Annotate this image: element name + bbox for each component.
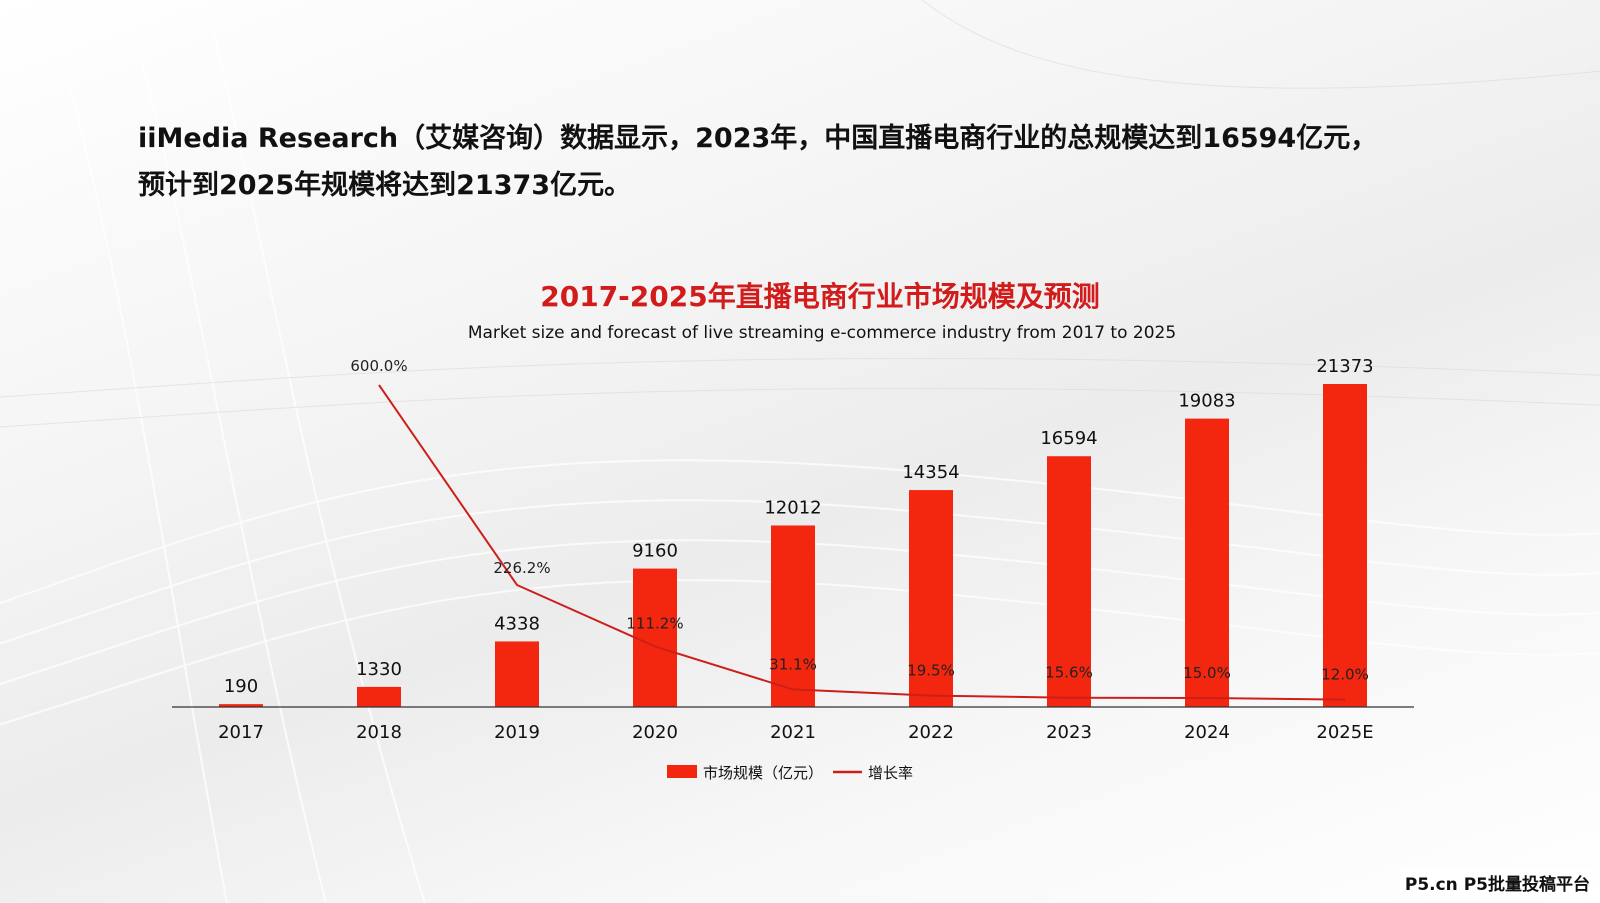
- growth-rate-label-2018: 600.0%: [350, 357, 407, 375]
- bar-2019: [495, 641, 539, 707]
- x-tick-label-2017: 2017: [218, 722, 264, 743]
- growth-rate-label-2019: 226.2%: [493, 559, 550, 577]
- growth-rate-label-2022: 19.5%: [907, 662, 955, 680]
- x-tick-label-2021: 2021: [770, 722, 816, 743]
- intro-line-1: iiMedia Research（艾媒咨询）数据显示，2023年，中国直播电商行…: [138, 123, 1378, 154]
- bar-2023: [1047, 456, 1091, 707]
- x-tick-label-2024: 2024: [1184, 722, 1230, 743]
- chart-title: 2017-2025年直播电商行业市场规模及预测: [540, 280, 1099, 313]
- bar-value-label-2025E: 21373: [1316, 356, 1373, 377]
- bar-2024: [1185, 418, 1229, 707]
- bar-value-label-2022: 14354: [902, 462, 959, 483]
- bar-2020: [633, 568, 677, 707]
- intro-text: iiMedia Research（艾媒咨询）数据显示，2023年，中国直播电商行…: [138, 115, 1468, 209]
- growth-rate-label-2025E: 12.0%: [1321, 666, 1369, 684]
- bar-value-label-2021: 12012: [764, 497, 821, 518]
- growth-rate-label-2024: 15.0%: [1183, 664, 1231, 682]
- x-tick-label-2022: 2022: [908, 722, 954, 743]
- bar-value-label-2017: 190: [224, 676, 258, 697]
- bar-value-label-2020: 9160: [632, 541, 678, 562]
- bar-2025E: [1323, 384, 1367, 707]
- bar-2021: [771, 525, 815, 707]
- growth-rate-label-2020: 111.2%: [626, 615, 683, 633]
- bar-value-label-2023: 16594: [1040, 428, 1097, 449]
- growth-rate-line: [378, 384, 1346, 701]
- legend-bar-swatch: [667, 765, 697, 778]
- x-tick-label-2025E: 2025E: [1316, 722, 1373, 743]
- bar-2022: [909, 490, 953, 707]
- growth-rate-label-2021: 31.1%: [769, 655, 817, 673]
- legend-line-label: 增长率: [868, 764, 913, 782]
- x-tick-label-2020: 2020: [632, 722, 678, 743]
- growth-rate-label-2023: 15.6%: [1045, 664, 1093, 682]
- bar-value-label-2018: 1330: [356, 659, 402, 680]
- bar-2017: [219, 704, 263, 708]
- x-tick-label-2018: 2018: [356, 722, 402, 743]
- x-tick-label-2023: 2023: [1046, 722, 1092, 743]
- legend-bar-label: 市场规模（亿元）: [703, 764, 823, 782]
- bar-value-label-2019: 4338: [494, 613, 540, 634]
- bar-2018: [357, 686, 401, 707]
- watermark: P5.cn P5批量投稿平台: [1400, 868, 1594, 897]
- x-tick-label-2019: 2019: [494, 722, 540, 743]
- chart-subtitle: Market size and forecast of live streami…: [468, 323, 1176, 343]
- bar-value-label-2024: 19083: [1178, 391, 1235, 412]
- intro-line-2: 预计到2025年规模将达到21373亿元。: [138, 170, 632, 201]
